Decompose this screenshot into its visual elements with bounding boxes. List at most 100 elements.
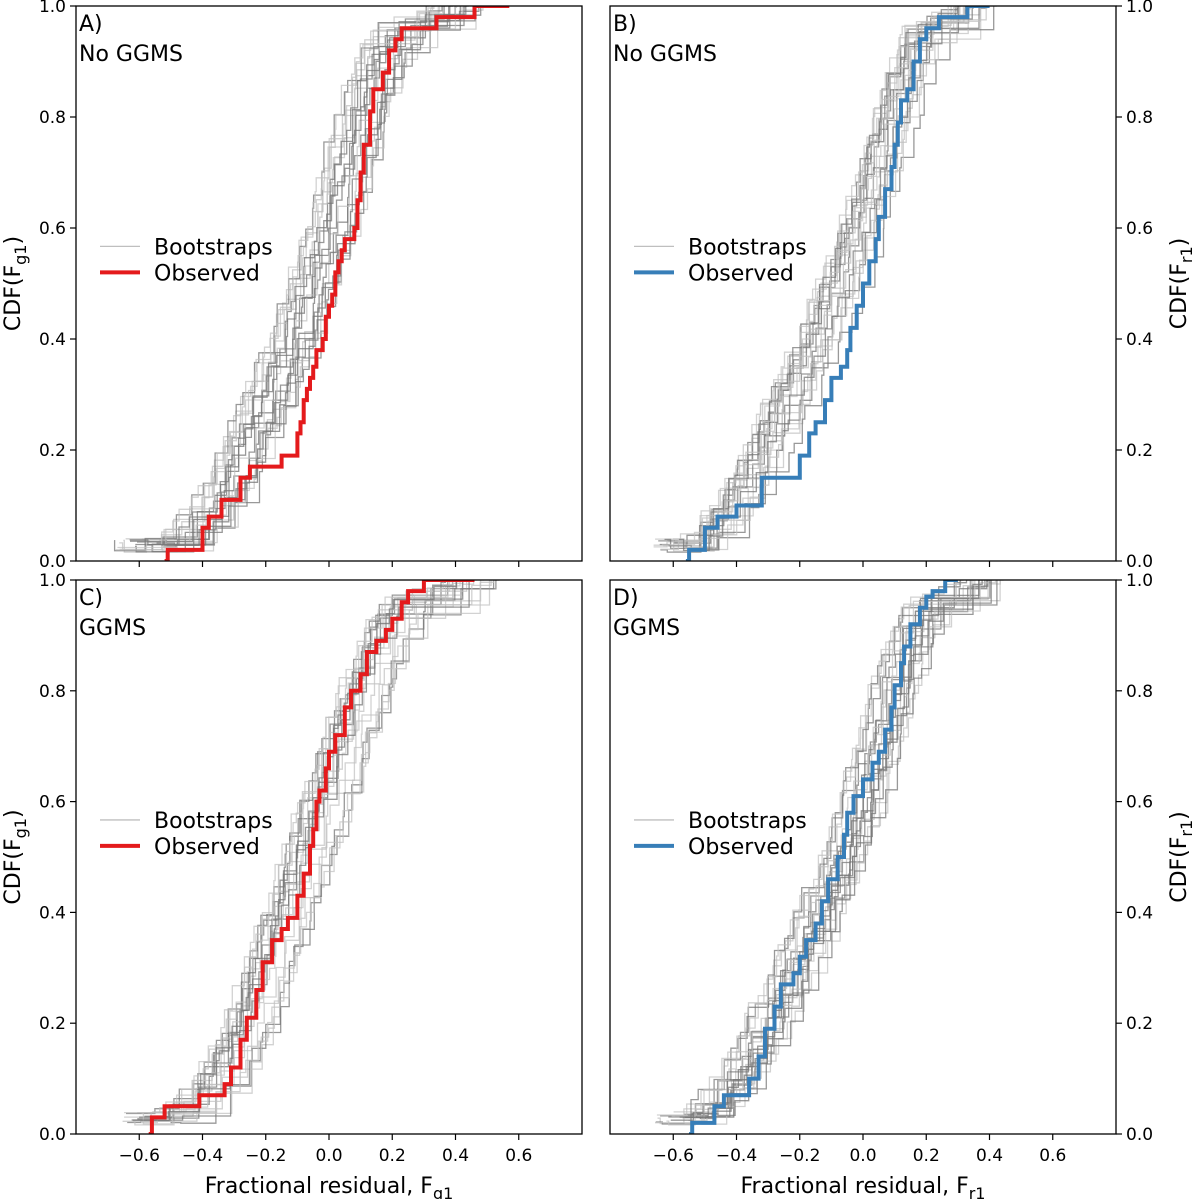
bootstrap-curve bbox=[671, 6, 973, 552]
y-tick-label: 0.6 bbox=[1126, 793, 1153, 813]
y-tick-label: 0.6 bbox=[1126, 219, 1153, 239]
panel-d: −0.6 −0.4 −0.2 0.0 0.2 0.4 0.6 0.0 0.2 0.4 0.6 0.8 1… bbox=[609, 571, 1196, 1199]
y-tick-label: 0.4 bbox=[39, 903, 66, 923]
panel-letter: A) bbox=[79, 12, 103, 37]
bootstrap-curve bbox=[161, 6, 484, 546]
legend-bootstraps-label: Bootstraps bbox=[688, 235, 807, 260]
y-tick-label: 0.0 bbox=[39, 1125, 66, 1145]
bootstrap-curve bbox=[129, 6, 448, 546]
x-tick-label: 0.2 bbox=[379, 1146, 406, 1166]
x-tick-label: −0.6 bbox=[653, 1146, 694, 1166]
y-tick-label: 0.0 bbox=[1126, 552, 1153, 572]
bootstrap-curve bbox=[661, 6, 963, 546]
legend-bootstraps-label: Bootstraps bbox=[154, 235, 273, 260]
panel-c: −0.6 −0.4 −0.2 0.0 0.2 0.4 0.6 0.0 0.2 0.4 0.6 0.8 1… bbox=[1, 571, 583, 1199]
bootstrap-curve bbox=[124, 580, 452, 1114]
y-tick-label: 0.4 bbox=[1126, 903, 1153, 923]
observed-curve bbox=[148, 580, 475, 1134]
x-tick-label: 0.6 bbox=[1039, 1146, 1066, 1166]
legend-bootstraps-label: Bootstraps bbox=[154, 809, 273, 834]
bootstrap-curve bbox=[697, 580, 1004, 1125]
y-tick-label: 0.2 bbox=[39, 1014, 66, 1034]
y-tick-label: 0.2 bbox=[39, 441, 66, 461]
plot-area bbox=[122, 580, 500, 1134]
x-tick-label: −0.2 bbox=[245, 1146, 286, 1166]
bootstrap-curve bbox=[691, 580, 995, 1118]
legend-observed-label: Observed bbox=[154, 835, 260, 860]
y-tick-label: 1.0 bbox=[39, 0, 66, 17]
plot-area bbox=[653, 6, 997, 561]
panel-model: GGMS bbox=[79, 616, 146, 641]
y-tick-label: 0.4 bbox=[39, 330, 66, 350]
y-tick-label: 0.6 bbox=[39, 793, 66, 813]
bootstrap-curve bbox=[169, 580, 497, 1122]
bootstrap-curve bbox=[141, 6, 460, 540]
y-axis-title: CDF(Fr1) bbox=[1167, 238, 1196, 330]
bootstrap-curve bbox=[115, 6, 436, 551]
observed-curve bbox=[164, 6, 510, 561]
x-tick-label: −0.4 bbox=[716, 1146, 757, 1166]
y-axis-title: CDF(Fg1) bbox=[1, 236, 30, 331]
y-tick-label: 1.0 bbox=[39, 571, 66, 591]
y-tick-label: 0.2 bbox=[1126, 441, 1153, 461]
y-tick-label: 0.8 bbox=[1126, 682, 1153, 702]
bootstrap-curve bbox=[678, 6, 977, 552]
panel-b: 0.0 0.2 0.4 0.6 0.8 1.0 CDF(Fr1) B) No GGMS Boots… bbox=[609, 0, 1196, 572]
bootstrap-curve bbox=[158, 580, 484, 1113]
bootstrap-curve bbox=[113, 6, 430, 552]
x-axis-title: Fractional residual, Fr1 bbox=[741, 1174, 986, 1199]
bootstrap-curve bbox=[656, 580, 960, 1116]
x-axis-title: Fractional residual, Fg1 bbox=[205, 1174, 454, 1199]
y-tick-label: 0.6 bbox=[39, 219, 66, 239]
bootstrap-curve bbox=[132, 580, 460, 1121]
plot-area bbox=[113, 6, 510, 561]
axes-frame bbox=[75, 579, 583, 1135]
legend-observed-label: Observed bbox=[688, 261, 794, 286]
bootstrap-curve bbox=[697, 580, 1001, 1117]
x-tick-label: 0.0 bbox=[315, 1146, 342, 1166]
bootstrap-curve bbox=[653, 6, 952, 548]
panel-a: 0.0 0.2 0.4 0.6 0.8 1.0 CDF(Fg1) A) No GGMS Boots… bbox=[1, 0, 583, 572]
panel-letter: D) bbox=[613, 586, 639, 611]
legend-observed-label: Observed bbox=[688, 835, 794, 860]
y-tick-label: 1.0 bbox=[1126, 571, 1153, 591]
x-tick-label: 0.2 bbox=[913, 1146, 940, 1166]
bootstrap-curve bbox=[130, 6, 446, 543]
y-tick-label: 0.4 bbox=[1126, 330, 1153, 350]
y-tick-label: 0.8 bbox=[1126, 108, 1153, 128]
y-tick-label: 0.8 bbox=[39, 108, 66, 128]
y-tick-label: 0.2 bbox=[1126, 1014, 1153, 1034]
observed-curve bbox=[685, 6, 990, 561]
y-tick-label: 0.0 bbox=[1126, 1125, 1153, 1145]
bootstrap-curve bbox=[122, 580, 447, 1122]
observed-curve bbox=[689, 580, 958, 1134]
bootstrap-curve bbox=[135, 6, 453, 553]
y-tick-label: 1.0 bbox=[1126, 0, 1153, 17]
y-tick-label: 0.8 bbox=[39, 682, 66, 702]
bootstrap-curve bbox=[141, 580, 464, 1125]
x-tick-label: −0.2 bbox=[779, 1146, 820, 1166]
x-tick-label: 0.4 bbox=[442, 1146, 469, 1166]
axes-frame bbox=[609, 579, 1117, 1135]
panel-letter: B) bbox=[613, 12, 637, 37]
panel-model: No GGMS bbox=[79, 42, 183, 67]
panel-letter: C) bbox=[79, 586, 103, 611]
bootstrap-curve bbox=[660, 6, 961, 550]
x-tick-label: −0.4 bbox=[182, 1146, 223, 1166]
x-tick-label: 0.6 bbox=[505, 1146, 532, 1166]
x-tick-label: −0.6 bbox=[119, 1146, 160, 1166]
x-tick-label: 0.4 bbox=[976, 1146, 1003, 1166]
bootstrap-curve bbox=[655, 580, 960, 1124]
bootstrap-curve bbox=[127, 580, 449, 1124]
y-axis-title: CDF(Fr1) bbox=[1167, 811, 1196, 903]
bootstrap-curve bbox=[666, 580, 974, 1126]
bootstrap-curve bbox=[170, 580, 497, 1124]
x-tick-label: 0.0 bbox=[849, 1146, 876, 1166]
bootstrap-curve bbox=[686, 6, 990, 549]
y-axis-title: CDF(Fg1) bbox=[1, 809, 30, 904]
